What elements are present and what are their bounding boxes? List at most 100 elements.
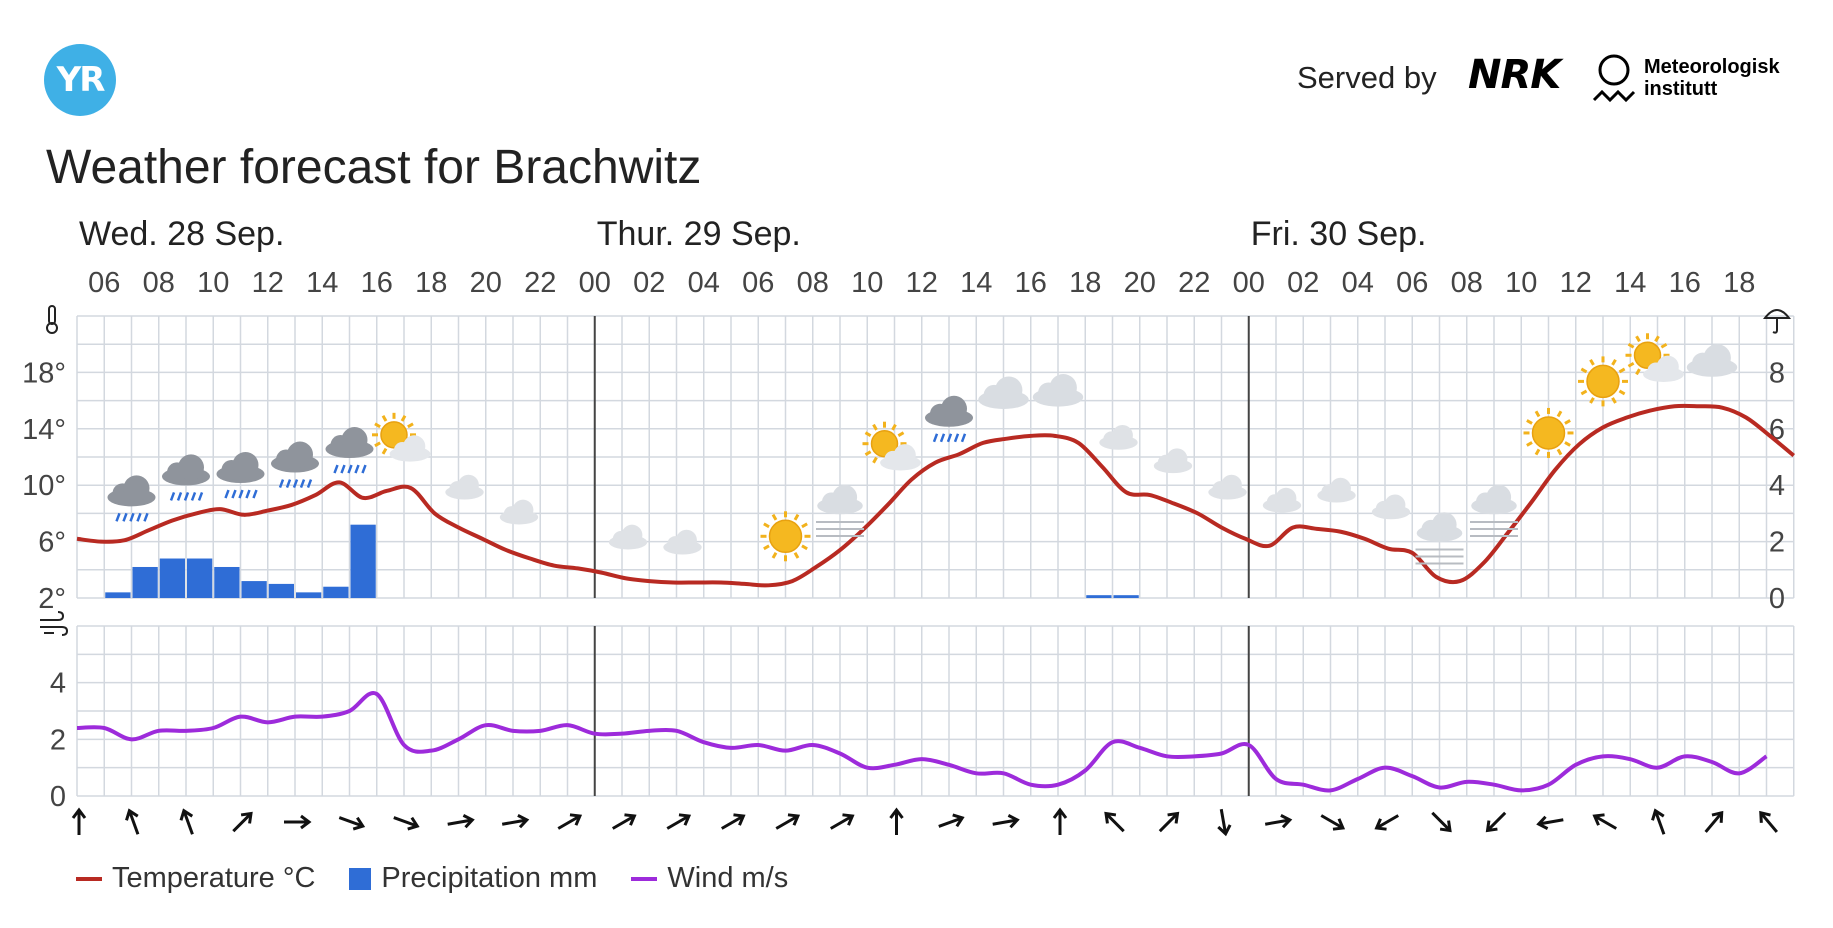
precip-axis-label: 2 (1769, 527, 1785, 559)
met-label-line1: Meteorologisk (1644, 56, 1780, 78)
temp-axis-label: 18° (22, 357, 66, 389)
hour-tick-label: 08 (143, 267, 175, 299)
wind-arrow-icon (1536, 815, 1564, 830)
wind-arrow-icon (1158, 811, 1180, 833)
legend-temperature[interactable]: Temperature °C (76, 862, 315, 895)
wind-axis-label: 2 (50, 724, 66, 756)
precip-axis-label: 4 (1769, 470, 1785, 502)
wind-arrow-icon (992, 814, 1020, 829)
hour-tick-label: 08 (797, 267, 829, 299)
wind-arrow-icon (71, 807, 87, 835)
yr-logo[interactable]: YR (44, 44, 116, 116)
hour-tick-label: 16 (361, 267, 393, 299)
weather-rain-icon (216, 452, 265, 499)
weather-fog-icon (1470, 484, 1518, 538)
wind-arrow-icon (1264, 814, 1293, 829)
chart-legend: Temperature °C Precipitation mm Wind m/s (76, 862, 788, 895)
precip-axis-label: 0 (1769, 583, 1785, 615)
thermometer-icon (46, 305, 58, 334)
hour-tick-label: 14 (306, 267, 338, 299)
precip-axis-label: 8 (1769, 357, 1785, 389)
day-label: Thur. 29 Sep. (597, 215, 801, 253)
weather-fog-icon (816, 484, 864, 538)
weather-fog-icon (1415, 512, 1464, 565)
hour-tick-label: 22 (524, 267, 556, 299)
hour-tick-label: 00 (579, 267, 611, 299)
precip-bar (105, 592, 131, 598)
hour-tick-label: 10 (197, 267, 229, 299)
page-title: Weather forecast for Brachwitz (46, 141, 702, 194)
hour-tick-label: 16 (1669, 267, 1701, 299)
precip-bar (241, 581, 267, 598)
wind-arrow-icon (775, 813, 801, 830)
chart-grid (76, 315, 1795, 797)
hour-tick-label: 02 (1287, 267, 1319, 299)
precip-bar (214, 566, 240, 598)
weather-moon-cloud-icon (438, 463, 484, 500)
wind-icon (40, 611, 69, 636)
legend-precipitation-label: Precipitation mm (381, 862, 598, 894)
legend-wind-swatch (631, 876, 658, 881)
wind-arrow-icon (557, 813, 583, 830)
temp-axis-label: 2° (38, 583, 66, 615)
legend-precipitation-swatch (349, 867, 372, 890)
nrk-logo[interactable]: NRK (1468, 52, 1561, 98)
weather-sun-icon (1578, 356, 1628, 407)
hour-tick-label: 12 (906, 267, 938, 299)
weather-rain-icon (107, 475, 156, 522)
wind-arrow-icon (338, 816, 366, 831)
weather-moon-cloud-icon (1256, 476, 1302, 513)
weather-sun-cloud-icon (862, 421, 921, 471)
legend-temperature-label: Temperature °C (112, 862, 316, 894)
weather-cloud-icon (978, 376, 1029, 410)
weather-moon-cloud-icon (492, 488, 539, 525)
met-institute-logo-icon[interactable] (1592, 50, 1638, 108)
weather-sun-icon (760, 511, 811, 562)
weather-cloud-icon (1686, 344, 1738, 377)
precip-bar (268, 583, 294, 598)
wind-arrow-icon (889, 807, 904, 835)
legend-precipitation[interactable]: Precipitation mm (349, 862, 597, 895)
umbrella-icon (1762, 309, 1792, 334)
precip-bar (296, 592, 322, 598)
temp-axis-label: 10° (22, 470, 66, 502)
weather-rain-icon (162, 454, 210, 501)
day-label: Fri. 30 Sep. (1251, 215, 1427, 253)
precip-bar (187, 558, 213, 598)
wind-arrow-icon (720, 813, 746, 830)
wind-arrow-icon (1651, 808, 1666, 835)
wind-arrow-icon (125, 808, 140, 835)
weather-rain-icon (271, 441, 319, 488)
wind-arrow-icon (1431, 811, 1452, 833)
precip-bar (1086, 595, 1112, 598)
weather-sun-cloud-icon (1625, 333, 1684, 383)
temp-axis-label: 14° (22, 414, 66, 446)
met-institute-label: Meteorologisk institutt (1644, 56, 1780, 100)
wind-line (76, 690, 1768, 793)
legend-wind[interactable]: Wind m/s (631, 862, 788, 895)
weather-moon-cloud-icon (1092, 413, 1138, 450)
wind-arrow-icon (1374, 814, 1400, 831)
hour-tick-label: 22 (1178, 267, 1210, 299)
hour-tick-label: 12 (252, 267, 284, 299)
hour-tick-label: 08 (1451, 267, 1483, 299)
temp-axis-label: 6° (38, 527, 66, 559)
day-label: Wed. 28 Sep. (79, 215, 284, 253)
met-label-line2: institutt (1644, 78, 1718, 100)
wind-arrow-icon (1485, 811, 1507, 833)
hour-tick-label: 18 (1723, 267, 1755, 299)
yr-logo-text: YR (56, 60, 106, 100)
weather-sun-cloud-icon (372, 412, 431, 462)
wind-arrow-icon (232, 811, 253, 833)
precip-bar (1113, 595, 1139, 598)
hour-tick-label: 04 (1342, 267, 1374, 299)
weather-moon-cloud-icon (656, 518, 702, 555)
legend-temperature-swatch (76, 876, 102, 881)
hour-tick-label: 14 (960, 267, 992, 299)
wind-arrow-icon (611, 813, 637, 830)
hour-tick-label: 14 (1614, 267, 1646, 299)
precip-bar (350, 524, 376, 598)
hour-tick-label: 06 (742, 267, 774, 299)
weather-moon-cloud-icon (602, 513, 648, 550)
wind-arrow-icon (393, 816, 420, 831)
